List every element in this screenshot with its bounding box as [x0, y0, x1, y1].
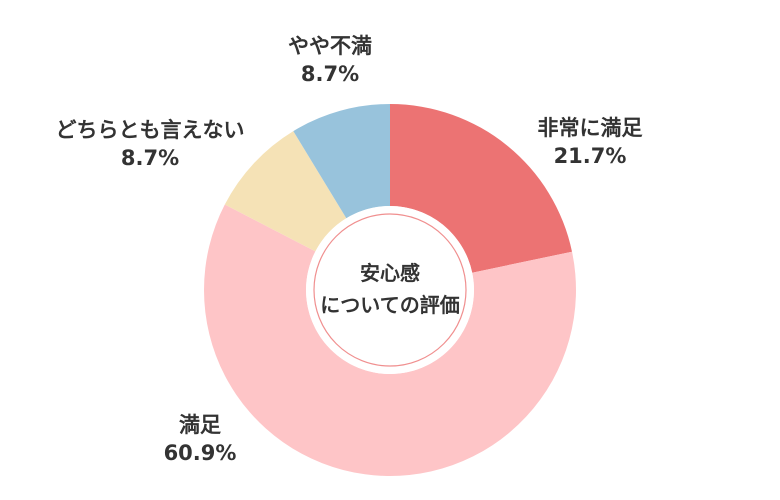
slices-group — [203, 104, 576, 477]
slice-value-1: 60.9% — [164, 441, 237, 465]
center-hole — [306, 206, 474, 374]
slice-label-0: 非常に満足 — [538, 116, 643, 140]
slice-1 — [203, 204, 576, 477]
slice-value-2: 8.7% — [121, 146, 179, 170]
labels-group: 非常に満足 21.7% 満足 60.9% どちらとも言えない 8.7% やや不満 8.7% — [56, 34, 643, 465]
slice-0 — [390, 104, 573, 273]
slice-value-0: 21.7% — [554, 144, 627, 168]
slice-value-3: 8.7% — [301, 62, 359, 86]
slice-label-3: やや不満 — [288, 34, 372, 58]
center-label-line2: についての評価 — [320, 293, 459, 317]
center-ring — [313, 213, 467, 367]
slice-2 — [224, 131, 347, 252]
center-label-line1: 安心感 — [360, 261, 420, 285]
slice-label-1: 満足 — [179, 413, 221, 437]
slice-3 — [293, 104, 390, 219]
slice-label-2: どちらとも言えない — [56, 118, 245, 142]
